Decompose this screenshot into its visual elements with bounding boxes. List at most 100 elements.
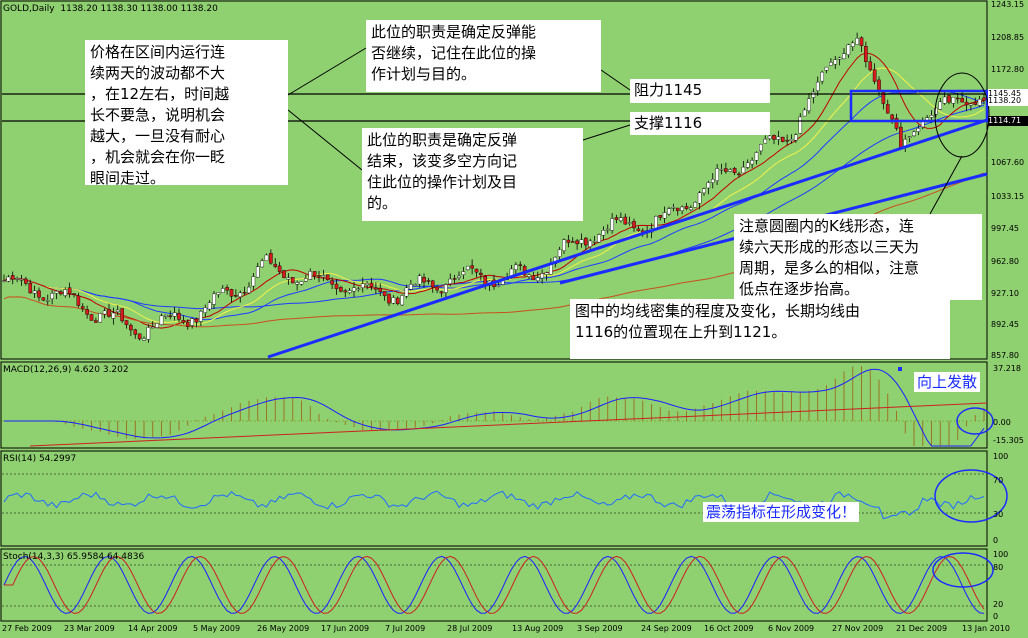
- candle-body: [780, 136, 785, 142]
- candle-body: [947, 95, 951, 103]
- price-tick: 892.45: [991, 320, 1019, 329]
- candle-body: [45, 300, 50, 302]
- annotation-kline-note: 注意圆圈内的K线形态，连 续六天形成的形态以三天为 周期，是多么的相似，注意 低…: [734, 214, 982, 300]
- resistance-label: 阻力1145: [630, 79, 770, 103]
- candle-body: [369, 282, 374, 288]
- candle-body: [207, 302, 212, 310]
- candle-body: [260, 260, 264, 268]
- candle-body: [741, 166, 746, 174]
- candle-body: [750, 160, 754, 165]
- candle-body: [194, 318, 199, 323]
- candle-body: [360, 283, 365, 288]
- candle-body: [15, 278, 19, 280]
- candle-body: [347, 290, 352, 293]
- candle-body: [199, 311, 203, 322]
- rsi-circle: [934, 469, 1008, 523]
- candle-body: [820, 71, 824, 82]
- candle-body: [763, 138, 768, 144]
- candle-body: [107, 308, 111, 317]
- candle-body: [894, 117, 899, 129]
- candle-body: [334, 283, 339, 289]
- candle-body: [807, 98, 811, 112]
- candle-body: [378, 287, 383, 292]
- candle-body: [299, 281, 304, 285]
- price-tick-support: 1114.71: [988, 116, 1028, 126]
- candle-body: [325, 274, 330, 281]
- macd-tick: 0.00: [993, 418, 1011, 427]
- candle-body: [916, 128, 921, 132]
- candle-body: [702, 188, 706, 194]
- candle-body: [912, 131, 916, 137]
- candle-body: [2, 280, 6, 282]
- candle-body: [32, 290, 37, 294]
- candle-body: [955, 97, 960, 100]
- candle-body: [540, 273, 544, 279]
- pointer-line: [600, 69, 631, 91]
- candle-body: [759, 144, 763, 152]
- candle-body: [124, 320, 129, 325]
- candle-body: [724, 168, 728, 172]
- candle-body: [881, 92, 886, 104]
- candle-body: [85, 309, 89, 315]
- stoch-circle: [932, 552, 994, 588]
- macd-tick: -15.305: [993, 436, 1024, 445]
- date-tick: 6 Nov 2009: [768, 624, 815, 633]
- candle-body: [938, 101, 943, 110]
- candle-body: [662, 212, 667, 219]
- candle-body: [102, 310, 107, 315]
- stoch-tick: 20: [993, 600, 1004, 609]
- candle-body: [273, 263, 278, 267]
- candle-body: [330, 280, 334, 285]
- candle-body: [150, 326, 155, 329]
- candle-body: [308, 271, 313, 280]
- price-panel-label: GOLD,Daily 1138.20 1138.30 1138.00 1138.…: [3, 4, 218, 14]
- candle-body: [811, 91, 816, 98]
- pointer-line: [582, 124, 631, 141]
- rsi-note: 震荡指标在形成变化！: [703, 502, 860, 522]
- candle-body: [409, 284, 413, 290]
- candle-body: [76, 295, 81, 306]
- candle-body: [400, 295, 404, 306]
- price-tick: 1067.60: [991, 158, 1025, 167]
- candle-body: [277, 265, 282, 272]
- candle-body: [877, 79, 881, 91]
- date-tick: 24 Sep 2009: [641, 624, 692, 633]
- candle-body: [304, 278, 308, 282]
- pointer-line: [929, 155, 963, 215]
- candle-body: [282, 270, 286, 278]
- candle-body: [636, 228, 641, 231]
- candle-body: [356, 288, 361, 291]
- candle-body: [973, 102, 978, 105]
- price-tick: 997.45: [991, 224, 1019, 233]
- macd-panel: [0, 361, 988, 449]
- candle-body: [483, 276, 488, 285]
- candle-body: [544, 272, 549, 275]
- candle-body: [352, 287, 356, 292]
- price-tick: 962.80: [991, 257, 1019, 266]
- candle-body: [566, 239, 571, 243]
- candle-body: [675, 207, 680, 211]
- date-tick: 23 Mar 2009: [64, 624, 115, 633]
- candle-body: [98, 313, 103, 323]
- price-tick: 1033.15: [991, 192, 1025, 201]
- candle-body: [479, 272, 483, 275]
- candle-body: [794, 134, 798, 141]
- candle-body: [658, 215, 663, 218]
- price-tick-resistance: 1145.45: [988, 89, 1028, 99]
- price-tick: 1243.15: [991, 0, 1025, 9]
- candle-body: [417, 275, 422, 285]
- candle-body: [382, 291, 387, 297]
- candle-body: [6, 276, 11, 282]
- candle-body: [610, 218, 614, 231]
- candle-body: [220, 288, 225, 293]
- candle-body: [41, 297, 46, 301]
- macd-circle: [956, 407, 994, 435]
- candle-body: [59, 291, 63, 295]
- stoch-tick: 0: [993, 612, 999, 621]
- candle-body: [518, 264, 523, 266]
- macd-label: MACD(12,26,9) 4.620 3.202: [3, 365, 129, 375]
- candle-body: [448, 278, 453, 284]
- candle-body: [343, 290, 348, 293]
- candle-body: [951, 96, 956, 104]
- trendline-main: [267, 118, 988, 359]
